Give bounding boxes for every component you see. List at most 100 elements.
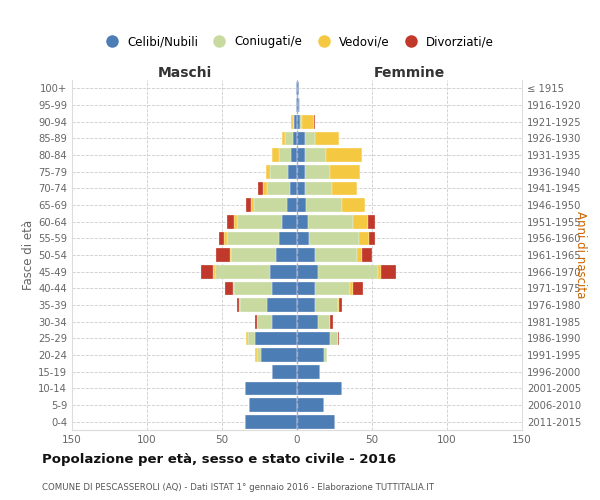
Bar — [254, 198, 287, 212]
Bar — [271, 282, 297, 295]
Bar — [257, 315, 271, 328]
Bar — [255, 348, 257, 362]
Bar — [270, 265, 297, 278]
Bar — [239, 298, 240, 312]
Text: Maschi: Maschi — [157, 66, 212, 80]
Bar — [339, 298, 342, 312]
Bar — [237, 215, 282, 228]
Bar — [255, 332, 297, 345]
Text: Popolazione per età, sesso e stato civile - 2016: Popolazione per età, sesso e stato civil… — [42, 452, 396, 466]
Bar — [309, 232, 359, 245]
Bar — [315, 132, 339, 145]
Bar — [342, 198, 365, 212]
Bar — [270, 165, 288, 178]
Bar — [231, 248, 276, 262]
Bar — [296, 98, 297, 112]
Bar — [361, 248, 372, 262]
Bar — [213, 265, 215, 278]
Bar — [305, 132, 315, 145]
Bar — [337, 332, 339, 345]
Bar — [302, 115, 314, 128]
Bar — [285, 132, 293, 145]
Bar — [267, 298, 297, 312]
Bar — [282, 132, 285, 145]
Bar — [282, 215, 297, 228]
Y-axis label: Fasce di età: Fasce di età — [22, 220, 35, 290]
Bar — [299, 98, 300, 112]
Bar — [324, 348, 327, 362]
Bar — [255, 315, 257, 328]
Bar — [300, 115, 302, 128]
Bar — [315, 298, 337, 312]
Bar — [297, 348, 324, 362]
Bar — [305, 148, 325, 162]
Bar — [314, 115, 315, 128]
Bar — [279, 148, 291, 162]
Y-axis label: Anni di nascita: Anni di nascita — [574, 212, 587, 298]
Bar — [219, 232, 223, 245]
Bar — [251, 198, 254, 212]
Bar — [297, 232, 309, 245]
Bar — [378, 265, 381, 278]
Bar — [330, 332, 337, 345]
Bar — [296, 82, 297, 95]
Bar — [367, 215, 375, 228]
Bar — [234, 215, 237, 228]
Bar — [271, 315, 297, 328]
Bar — [215, 265, 270, 278]
Bar — [305, 182, 331, 195]
Bar — [246, 332, 248, 345]
Bar — [297, 315, 318, 328]
Bar — [305, 165, 330, 178]
Bar — [331, 182, 357, 195]
Bar — [233, 282, 234, 295]
Bar — [330, 315, 333, 328]
Bar — [297, 282, 315, 295]
Bar — [297, 332, 330, 345]
Bar — [258, 182, 263, 195]
Bar — [227, 232, 279, 245]
Bar — [294, 115, 297, 128]
Bar — [369, 232, 375, 245]
Text: Femmine: Femmine — [374, 66, 445, 80]
Bar — [297, 298, 315, 312]
Legend: Celibi/Nubili, Coniugati/e, Vedovi/e, Divorziati/e: Celibi/Nubili, Coniugati/e, Vedovi/e, Di… — [96, 32, 498, 52]
Bar — [306, 198, 342, 212]
Bar — [234, 282, 271, 295]
Bar — [297, 115, 300, 128]
Bar — [353, 215, 367, 228]
Bar — [257, 348, 261, 362]
Bar — [359, 232, 369, 245]
Bar — [318, 315, 330, 328]
Bar — [291, 115, 293, 128]
Bar — [297, 98, 299, 112]
Text: COMUNE DI PESCASSEROLI (AQ) - Dati ISTAT 1° gennaio 2016 - Elaborazione TUTTITAL: COMUNE DI PESCASSEROLI (AQ) - Dati ISTAT… — [42, 482, 434, 492]
Bar — [315, 282, 349, 295]
Bar — [353, 282, 363, 295]
Bar — [249, 398, 297, 412]
Bar — [349, 282, 353, 295]
Bar — [308, 215, 353, 228]
Bar — [201, 265, 213, 278]
Bar — [297, 148, 305, 162]
Bar — [297, 248, 315, 262]
Bar — [381, 265, 396, 278]
Bar — [271, 148, 279, 162]
Bar — [245, 415, 297, 428]
Bar — [240, 298, 267, 312]
Bar — [297, 215, 308, 228]
Bar — [297, 382, 342, 395]
Bar — [279, 232, 297, 245]
Bar — [265, 165, 270, 178]
Bar — [223, 232, 227, 245]
Bar — [337, 298, 339, 312]
Bar — [261, 348, 297, 362]
Bar — [297, 415, 335, 428]
Bar — [297, 82, 299, 95]
Bar — [216, 248, 229, 262]
Bar — [276, 248, 297, 262]
Bar — [297, 365, 320, 378]
Bar — [225, 282, 233, 295]
Bar — [248, 332, 255, 345]
Bar — [237, 298, 239, 312]
